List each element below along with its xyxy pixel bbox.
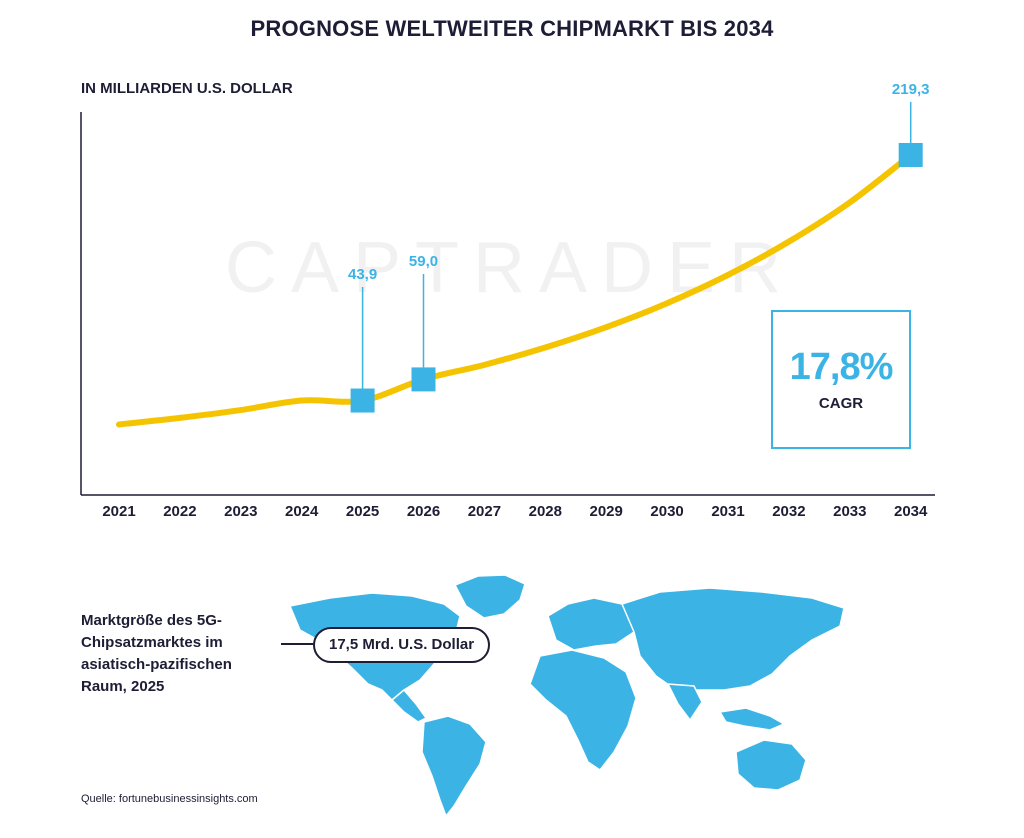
unit-label: IN MILLIARDEN U.S. DOLLAR: [81, 80, 293, 97]
map-africa: [529, 649, 637, 772]
x-tick-label: 2028: [529, 503, 562, 520]
chart-title: PROGNOSE WELTWEITER CHIPMARKT BIS 2034: [250, 16, 774, 41]
map-indonesia: [718, 707, 786, 731]
market-size-callout: 17,5 Mrd. U.S. Dollar: [313, 627, 491, 663]
data-point-marker: [411, 367, 436, 392]
map-central-america: [390, 688, 428, 723]
callout-connector: [281, 643, 313, 645]
x-tick-label: 2023: [224, 503, 257, 520]
x-tick-label: 2021: [102, 503, 135, 520]
x-tick-label: 2033: [833, 503, 866, 520]
cagr-value: 17,8%: [789, 346, 894, 388]
x-tick-label: 2031: [711, 503, 744, 520]
data-label: 219,3: [892, 81, 930, 98]
data-point-marker: [898, 142, 923, 167]
map-asia: [620, 587, 845, 691]
cagr-label: CAGR: [818, 395, 864, 412]
line-chart: CAPTRADER 2021 2022 2023 2024 2025 2026 2027 20…: [80, 81, 935, 520]
cagr-box: 17,8% CAGR: [771, 310, 911, 449]
data-label: 59,0: [409, 253, 438, 270]
data-point-marker: [350, 388, 375, 413]
x-tick-label: 2026: [407, 503, 440, 520]
x-tick-label: 2025: [346, 503, 379, 520]
map-south-america: [421, 715, 487, 818]
map-caption: Marktgröße des 5G-Chipsatzmarktes im asi…: [81, 612, 232, 695]
x-tick-label: 2022: [163, 503, 196, 520]
x-tick-label: 2032: [772, 503, 805, 520]
source-note: Quelle: fortunebusinessinsights.com: [81, 793, 258, 805]
x-tick-label: 2030: [650, 503, 683, 520]
x-tick-label: 2034: [894, 503, 928, 520]
series-line: [116, 151, 914, 428]
map-greenland: [453, 574, 526, 619]
data-label: 43,9: [348, 266, 377, 283]
x-tick-label: 2029: [590, 503, 623, 520]
map-india: [666, 683, 703, 722]
x-tick-label: 2027: [468, 503, 501, 520]
map-australia: [735, 739, 807, 791]
x-tick-label: 2024: [285, 503, 319, 520]
